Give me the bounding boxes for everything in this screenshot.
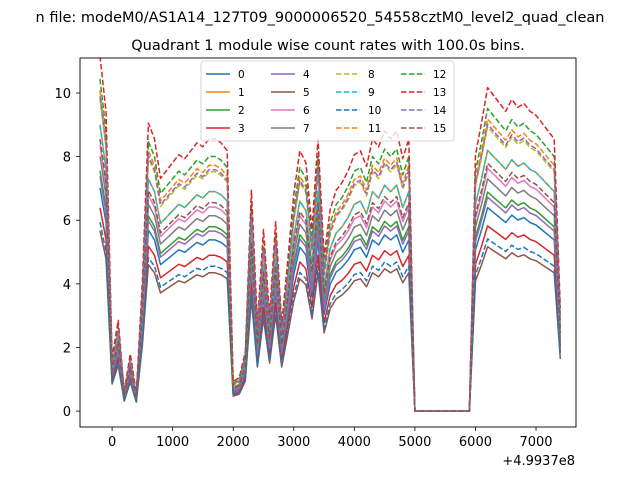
series-line-10 <box>99 221 562 412</box>
chart-suptitle: n file: modeM0/AS1A14_127T09_9000006520_… <box>36 10 605 26</box>
series-lines <box>99 58 562 412</box>
legend-label-11: 11 <box>368 123 381 135</box>
series-line-9 <box>99 124 562 412</box>
y-tick-label: 10 <box>54 87 71 102</box>
x-offset-label: +4.9937e8 <box>502 454 575 469</box>
series-line-13 <box>99 58 562 412</box>
legend-label-15: 15 <box>433 123 446 135</box>
y-axis: 0 2 4 6 8 10 <box>54 87 80 420</box>
y-tick-label: 4 <box>63 278 71 293</box>
legend-label-7: 7 <box>303 123 310 135</box>
x-tick-label: 7000 <box>519 435 552 450</box>
series-line-3 <box>99 207 562 412</box>
legend-label-2: 2 <box>238 105 245 117</box>
series-line-7 <box>99 156 562 412</box>
series-line-4 <box>99 176 562 412</box>
x-tick-label: 6000 <box>459 435 492 450</box>
x-axis: 0 1000 2000 3000 4000 5000 6000 7000 <box>108 427 553 450</box>
series-line-12 <box>99 78 562 412</box>
series-line-5 <box>99 230 562 412</box>
legend-label-9: 9 <box>368 87 375 99</box>
legend-label-1: 1 <box>238 87 245 99</box>
legend-label-5: 5 <box>303 87 310 99</box>
y-tick-label: 0 <box>63 405 71 420</box>
x-tick-label: 5000 <box>398 435 431 450</box>
x-tick-label: 3000 <box>277 435 310 450</box>
series-line-0 <box>99 187 562 412</box>
series-line-15 <box>99 138 562 412</box>
legend-label-13: 13 <box>433 87 446 99</box>
legend-label-10: 10 <box>368 105 381 117</box>
legend-label-12: 12 <box>433 69 446 81</box>
legend-label-0: 0 <box>238 69 245 81</box>
legend-label-3: 3 <box>238 123 245 135</box>
legend-label-6: 6 <box>303 105 310 117</box>
series-line-8 <box>99 98 562 412</box>
chart-title: Quadrant 1 module wise count rates with … <box>131 38 525 54</box>
series-line-14 <box>99 96 562 412</box>
legend-label-14: 14 <box>433 105 447 117</box>
x-tick-label: 4000 <box>338 435 371 450</box>
legend-box <box>200 60 455 142</box>
y-tick-label: 2 <box>63 341 71 356</box>
y-tick-label: 8 <box>63 151 71 166</box>
legend-label-8: 8 <box>368 69 375 81</box>
x-tick-label: 1000 <box>156 435 189 450</box>
x-tick-label: 2000 <box>217 435 250 450</box>
series-line-11 <box>99 90 562 412</box>
plot-frame <box>79 57 577 428</box>
legend-label-4: 4 <box>303 69 310 81</box>
x-tick-label: 0 <box>108 435 116 450</box>
series-line-2 <box>99 170 562 412</box>
y-tick-label: 6 <box>63 214 71 229</box>
